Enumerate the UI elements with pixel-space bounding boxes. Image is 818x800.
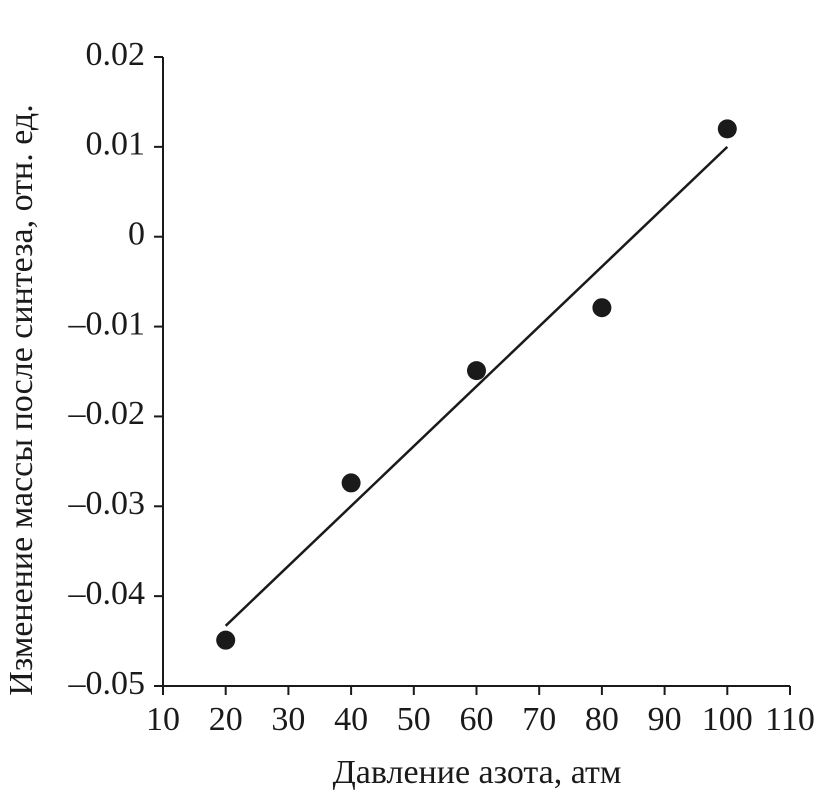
data-point — [216, 630, 236, 650]
y-tick-label: –0.04 — [68, 575, 146, 612]
x-tick-label: 20 — [209, 701, 243, 738]
x-tick-label: 40 — [334, 701, 368, 738]
x-tick-label: 50 — [397, 701, 431, 738]
x-tick-label: 60 — [460, 701, 494, 738]
y-tick-label: 0.02 — [86, 36, 146, 73]
y-tick-label: 0.01 — [86, 126, 146, 163]
y-tick-label: 0 — [128, 216, 145, 253]
x-tick-label: 100 — [702, 701, 753, 738]
fit-line — [224, 145, 729, 627]
data-point — [592, 298, 612, 318]
data-point — [717, 119, 737, 139]
data-point — [341, 473, 361, 493]
x-tick-label: 90 — [648, 701, 682, 738]
x-tick-label: 10 — [146, 701, 180, 738]
x-tick-label: 70 — [522, 701, 556, 738]
x-tick-label: 110 — [765, 701, 815, 738]
x-tick-label: 80 — [585, 701, 619, 738]
y-tick-label: –0.05 — [68, 665, 146, 702]
x-tick-label: 30 — [271, 701, 305, 738]
x-axis-title: Давление азота, атм — [333, 754, 622, 791]
y-axis-title: Изменение массы после синтеза, отн. ед. — [3, 104, 40, 695]
data-point — [467, 361, 486, 381]
y-tick-label: –0.02 — [68, 395, 146, 432]
y-tick-label: –0.03 — [68, 485, 146, 522]
y-tick-label: –0.01 — [68, 305, 146, 342]
